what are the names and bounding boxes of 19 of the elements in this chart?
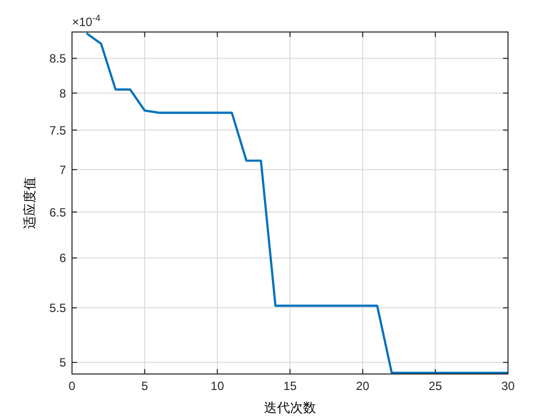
y-tick-label: 7: [59, 162, 66, 177]
y-tick-label: 7.5: [49, 123, 66, 138]
x-tick-label: 0: [68, 379, 76, 393]
x-axis-title: 迭代次数: [264, 401, 316, 416]
x-tick-label: 5: [141, 379, 148, 393]
x-tick-label: 15: [283, 379, 297, 393]
y-tick-label: 8: [59, 86, 66, 100]
x-tick-label: 30: [501, 379, 515, 393]
y-tick-label: 8.5: [49, 52, 66, 66]
line-series: [85, 32, 510, 374]
text: ×10$^{-4}$: [72, 13, 100, 29]
y-tick-label: 5: [59, 356, 66, 370]
y-axis-title: 适应度值: [22, 177, 38, 229]
x-tick-label: 25: [428, 379, 442, 393]
x-tick-label: 20: [356, 379, 370, 393]
y-tick-label: 6: [59, 251, 66, 266]
y-tick-label: 5.5: [49, 301, 66, 316]
y-tick-label: 6.5: [49, 205, 66, 220]
x-tick-label: 10: [210, 379, 224, 393]
